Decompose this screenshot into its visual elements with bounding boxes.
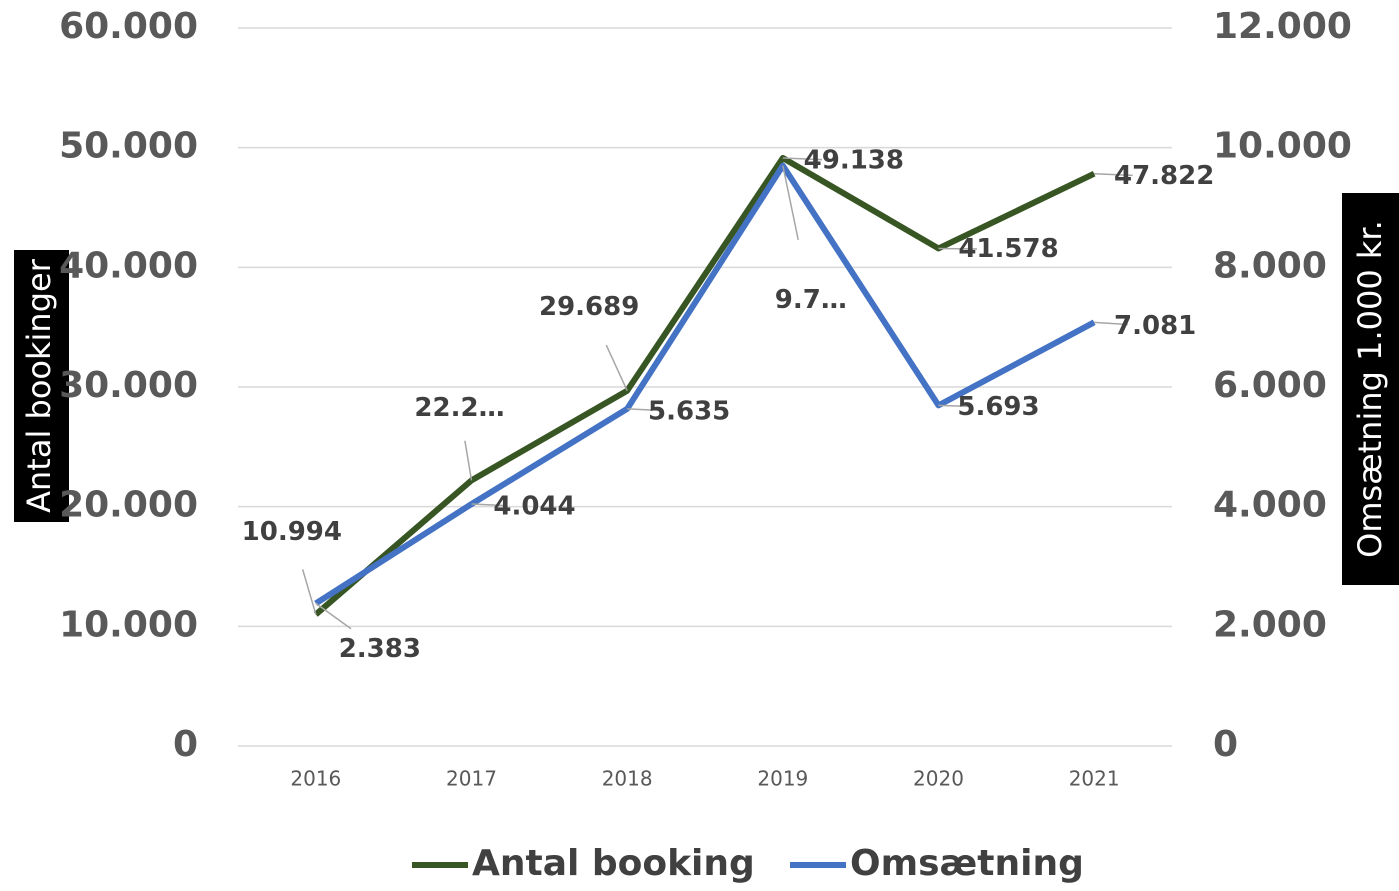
series-line — [314, 162, 1096, 606]
x-tick-label: 2016 — [290, 767, 341, 791]
leader-line — [938, 404, 972, 408]
y-tick-label: 40.000 — [59, 245, 198, 286]
y-tick-label: 60.000 — [59, 6, 198, 47]
data-label: 4.044 — [493, 492, 575, 522]
y2-tick-label: 12.000 — [1213, 6, 1352, 47]
data-label: 49.138 — [804, 145, 904, 175]
leader-line — [782, 165, 799, 241]
data-label: 41.578 — [958, 234, 1058, 264]
data-label: 29.689 — [539, 292, 639, 322]
legend-label: Omsætning — [850, 843, 1084, 884]
leader-line — [938, 247, 978, 250]
series-line — [313, 154, 1096, 617]
y2-tick-label: 2.000 — [1213, 604, 1327, 645]
leader-line — [1094, 172, 1133, 177]
y2-tick-label: 8.000 — [1213, 245, 1327, 286]
data-label: 9.7… — [775, 285, 847, 315]
leader-line — [301, 569, 317, 615]
y2-tick-label: 4.000 — [1213, 485, 1327, 526]
x-tick-label: 2020 — [913, 767, 964, 791]
y-tick-label: 10.000 — [59, 604, 198, 645]
y2-tick-label: 6.000 — [1213, 365, 1327, 406]
y-tick-label: 0 — [173, 724, 198, 765]
y-axis-title: Antal bookinger — [20, 258, 58, 513]
y2-tick-label: 10.000 — [1213, 126, 1352, 167]
x-tick-label: 2021 — [1069, 767, 1120, 791]
leader-line — [605, 344, 628, 392]
y2-axis-title-box — [1342, 193, 1399, 585]
data-label: 47.822 — [1114, 161, 1214, 191]
data-label: 5.635 — [648, 396, 730, 426]
y2-axis-title: Omsætning 1.000 kr. — [1351, 220, 1389, 558]
y-axis-title-box — [14, 250, 69, 522]
legend-label: Antal booking — [472, 843, 755, 884]
leader-line — [471, 503, 507, 507]
leader-line — [315, 602, 352, 630]
x-tick-label: 2017 — [446, 767, 497, 791]
leader-line — [627, 408, 662, 412]
y-tick-label: 20.000 — [59, 485, 198, 526]
leader-line — [782, 157, 822, 161]
data-label: 7.081 — [1114, 311, 1196, 341]
leader-line — [464, 440, 473, 481]
x-tick-label: 2018 — [602, 767, 653, 791]
y2-tick-label: 0 — [1213, 724, 1238, 765]
data-label: 22.2… — [414, 393, 504, 423]
y-tick-label: 50.000 — [59, 126, 198, 167]
leader-line — [1094, 321, 1128, 326]
x-tick-label: 2019 — [757, 767, 808, 791]
y-tick-label: 30.000 — [59, 365, 198, 406]
data-label: 10.994 — [242, 517, 342, 547]
data-label: 2.383 — [339, 634, 421, 664]
data-label: 5.693 — [957, 392, 1039, 422]
